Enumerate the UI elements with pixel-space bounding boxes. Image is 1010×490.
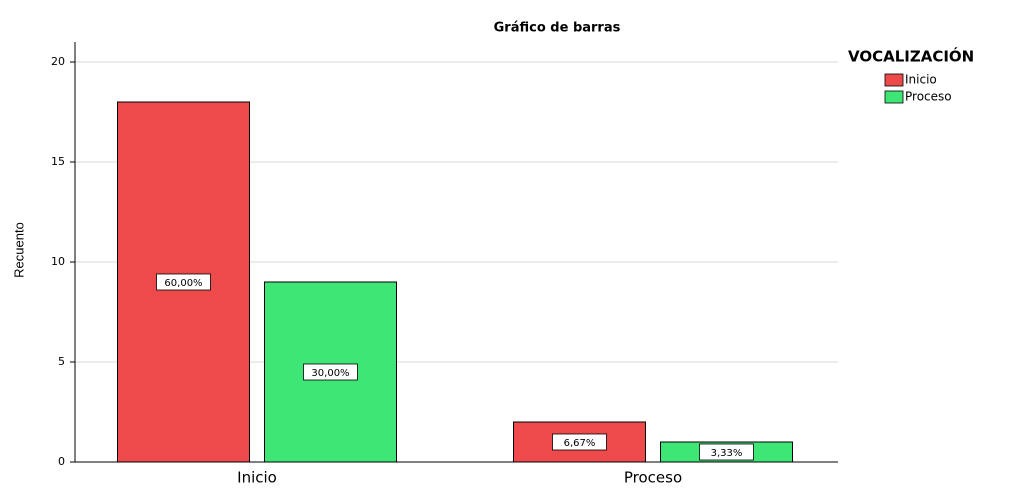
- data-label-box: [303, 363, 358, 381]
- y-axis-label: Recuento: [11, 222, 26, 278]
- legend-label: Proceso: [905, 90, 952, 104]
- data-label-box: [699, 443, 754, 461]
- y-tick-label: 5: [58, 355, 65, 368]
- x-tick-label: Proceso: [624, 469, 682, 487]
- y-tick-label: 0: [58, 455, 65, 468]
- y-tick-label: 15: [51, 155, 65, 168]
- legend-swatch: [884, 90, 904, 104]
- chart-title: Gráfico de barras: [494, 21, 621, 36]
- data-label-box: [552, 433, 607, 451]
- legend-swatch: [884, 73, 904, 87]
- legend-label: Inicio: [905, 73, 937, 87]
- data-label: 60,00%: [164, 278, 202, 289]
- data-label: 3,33%: [711, 448, 743, 459]
- y-tick-label: 20: [51, 55, 65, 68]
- data-label-box: [156, 273, 211, 291]
- data-label: 6,67%: [564, 438, 596, 449]
- legend-title: VOCALIZACIÓN: [848, 47, 974, 66]
- y-tick-label: 10: [51, 255, 65, 268]
- data-label: 30,00%: [311, 368, 349, 379]
- x-tick-label: Inicio: [237, 469, 277, 487]
